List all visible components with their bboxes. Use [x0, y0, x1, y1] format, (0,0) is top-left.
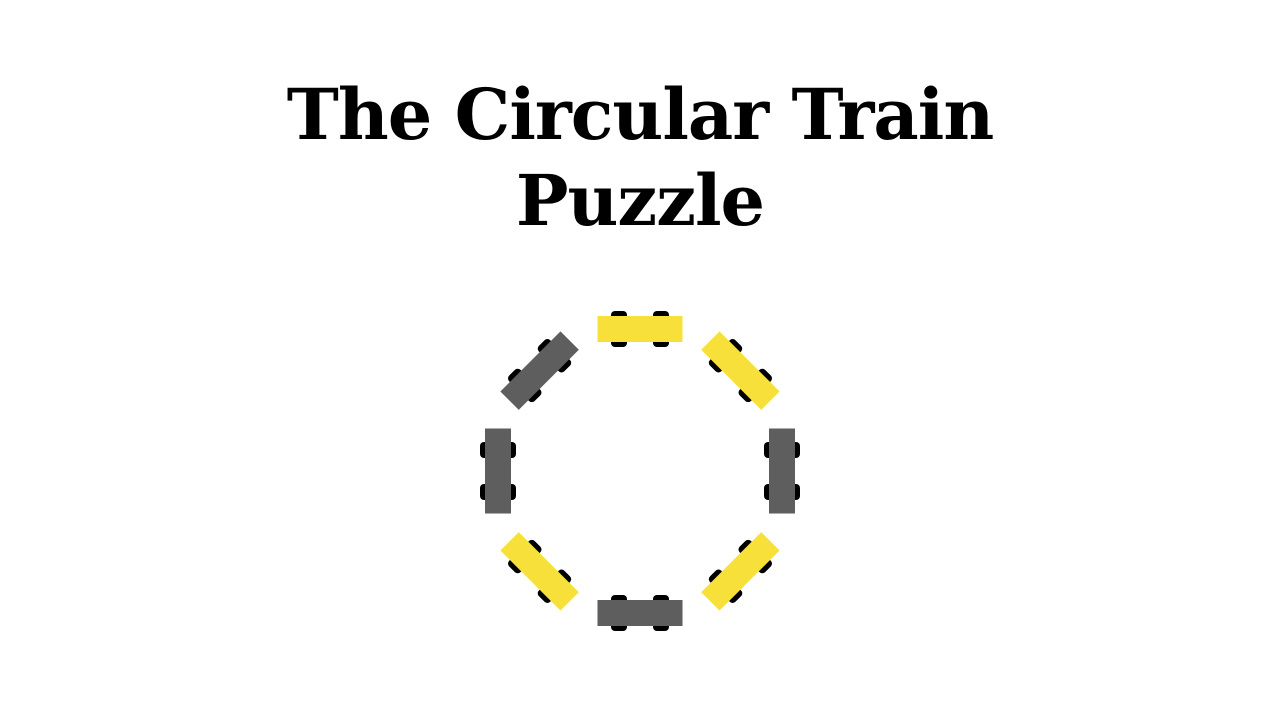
- car-body-left: [485, 428, 511, 514]
- train-car-top-left: [500, 331, 579, 410]
- title-line-1: The Circular Train: [286, 73, 995, 156]
- car-body-bottom-left: [500, 532, 579, 611]
- car-body-bottom-right: [701, 532, 780, 611]
- train-car-top-right: [701, 331, 780, 410]
- page-title: The Circular Train Puzzle: [0, 72, 1280, 244]
- title-line-2: Puzzle: [515, 159, 765, 242]
- car-body-top-right: [701, 331, 780, 410]
- train-car-left: [480, 428, 516, 514]
- train-car-bottom: [597, 595, 683, 631]
- train-car-top: [597, 311, 683, 347]
- car-body-right: [769, 428, 795, 514]
- car-body-top: [597, 316, 683, 342]
- train-car-right: [764, 428, 800, 514]
- car-body-top-left: [500, 331, 579, 410]
- train-car-bottom-right: [701, 532, 780, 611]
- train-car-bottom-left: [500, 532, 579, 611]
- car-body-bottom: [597, 600, 683, 626]
